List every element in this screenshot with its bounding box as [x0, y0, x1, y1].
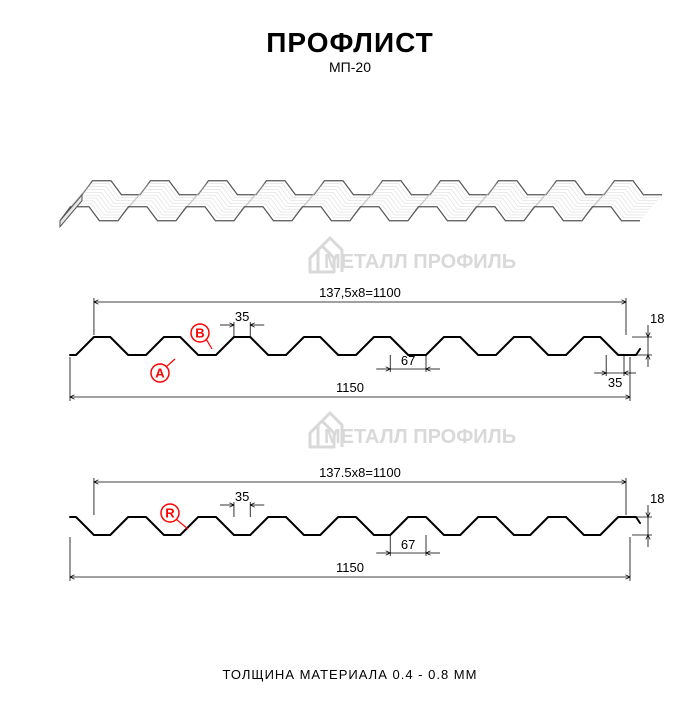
svg-text:67: 67: [401, 537, 415, 552]
svg-text:B: B: [195, 326, 204, 341]
diagram-canvas: МЕТАЛЛ ПРОФИЛЬ МЕТАЛЛ ПРОФИЛЬ 137,5х8=1100…: [0, 27, 700, 727]
svg-text:35: 35: [608, 375, 622, 390]
svg-text:МЕТАЛЛ ПРОФИЛЬ: МЕТАЛЛ ПРОФИЛЬ: [324, 251, 516, 273]
svg-text:A: A: [155, 366, 165, 381]
svg-text:МЕТАЛЛ ПРОФИЛЬ: МЕТАЛЛ ПРОФИЛЬ: [324, 426, 516, 448]
footer-text: ТОЛЩИНА МАТЕРИАЛА 0.4 - 0.8 ММ: [0, 667, 700, 682]
svg-text:18: 18: [650, 491, 664, 506]
svg-text:18: 18: [650, 311, 664, 326]
svg-text:35: 35: [235, 489, 249, 504]
svg-text:137,5х8=1100: 137,5х8=1100: [319, 285, 401, 300]
sectionA: 137,5х8=1100 1150 35 67 18 35 B A: [70, 285, 664, 401]
sectionB: 137.5х8=1100 1150 35 67 18 R: [70, 465, 664, 581]
svg-text:R: R: [165, 506, 175, 521]
svg-text:35: 35: [235, 309, 249, 324]
svg-text:1150: 1150: [336, 560, 364, 575]
svg-text:1150: 1150: [336, 380, 364, 395]
svg-text:137.5х8=1100: 137.5х8=1100: [319, 465, 401, 480]
svg-text:67: 67: [401, 353, 415, 368]
